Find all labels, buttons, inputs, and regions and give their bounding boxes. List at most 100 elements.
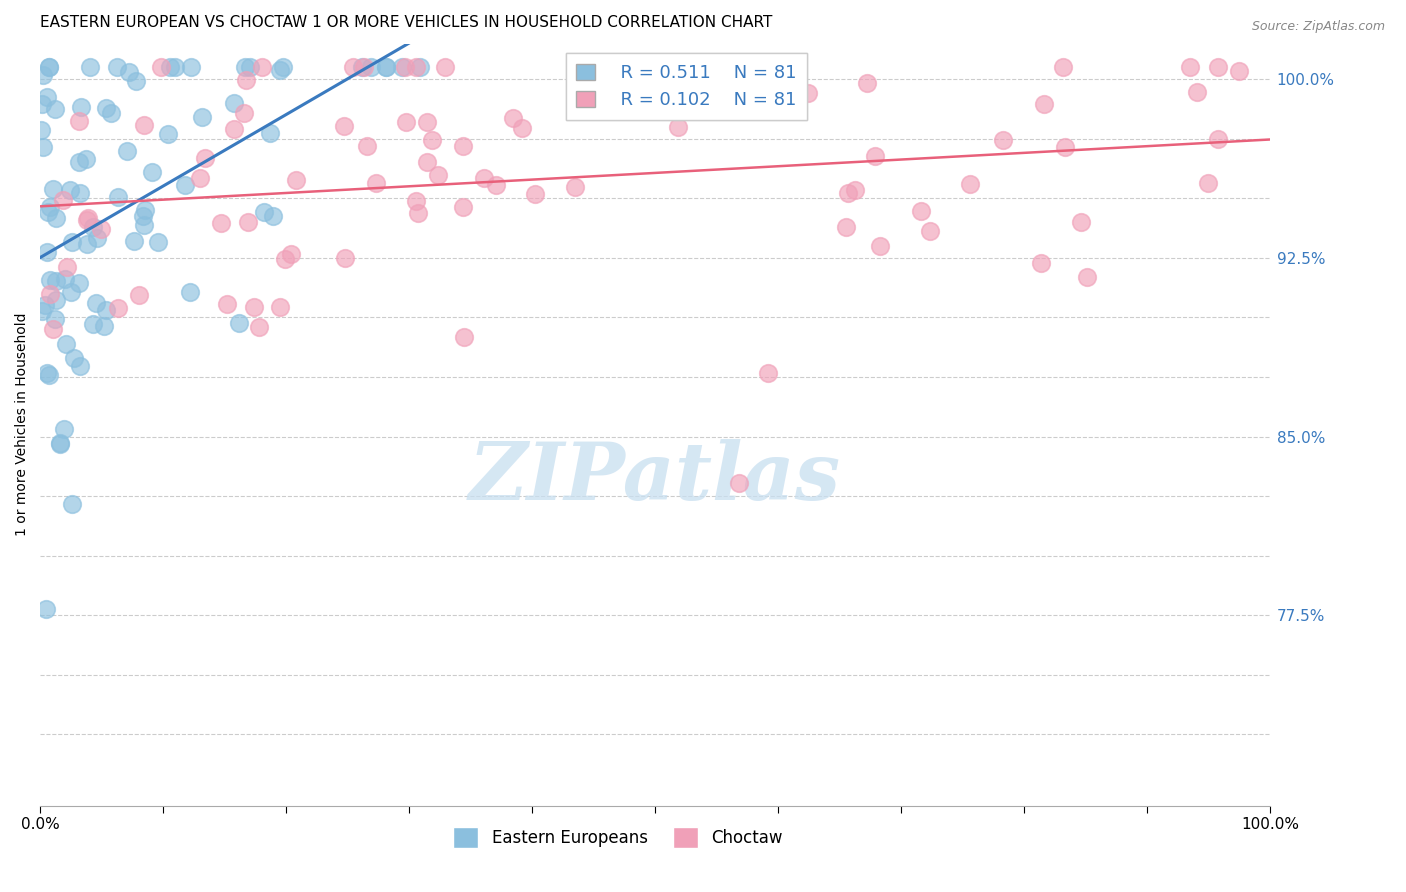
Point xyxy=(42,322,65,336)
Point xyxy=(247,319,270,334)
Point xyxy=(242,300,264,314)
Point xyxy=(669,91,692,105)
Point xyxy=(96,302,118,317)
Point xyxy=(209,216,232,230)
Point xyxy=(45,293,67,308)
Text: Source: ZipAtlas.com: Source: ZipAtlas.com xyxy=(1251,20,1385,33)
Point xyxy=(60,285,83,299)
Point xyxy=(115,144,138,158)
Point xyxy=(453,329,475,343)
Point xyxy=(360,61,382,75)
Point xyxy=(141,164,163,178)
Point xyxy=(991,132,1014,146)
Point xyxy=(738,61,761,75)
Point xyxy=(856,76,879,90)
Point xyxy=(235,72,257,87)
Point xyxy=(32,68,55,82)
Point xyxy=(394,114,416,128)
Point xyxy=(128,288,150,302)
Text: ZIPatlas: ZIPatlas xyxy=(468,439,841,516)
Point xyxy=(273,61,295,75)
Point xyxy=(60,235,83,250)
Point xyxy=(45,275,67,289)
Point xyxy=(797,87,820,101)
Point xyxy=(134,218,156,232)
Point xyxy=(502,111,524,125)
Point xyxy=(76,213,98,227)
Point xyxy=(44,102,66,116)
Point xyxy=(159,61,181,75)
Point xyxy=(375,61,398,75)
Point xyxy=(333,119,356,133)
Point xyxy=(90,222,112,236)
Point xyxy=(42,182,65,196)
Point xyxy=(420,133,443,147)
Point xyxy=(44,312,66,326)
Point xyxy=(60,497,83,511)
Point xyxy=(105,61,128,75)
Point xyxy=(918,224,941,238)
Point xyxy=(118,65,141,79)
Point xyxy=(75,152,97,166)
Point xyxy=(69,100,91,114)
Point xyxy=(77,211,100,226)
Point xyxy=(191,110,214,124)
Point xyxy=(38,273,60,287)
Point xyxy=(84,296,107,310)
Point xyxy=(451,200,474,214)
Point xyxy=(416,155,439,169)
Point xyxy=(188,170,211,185)
Point xyxy=(76,237,98,252)
Point xyxy=(163,61,186,75)
Point xyxy=(67,114,90,128)
Point xyxy=(31,304,53,318)
Point xyxy=(148,235,170,249)
Point xyxy=(910,204,932,219)
Point xyxy=(52,194,75,208)
Point xyxy=(55,336,77,351)
Point xyxy=(132,209,155,223)
Point xyxy=(352,61,374,75)
Point xyxy=(409,61,432,75)
Point xyxy=(107,190,129,204)
Point xyxy=(45,211,67,226)
Point xyxy=(426,168,449,182)
Point xyxy=(280,246,302,260)
Point xyxy=(524,187,547,202)
Point xyxy=(1185,86,1208,100)
Point xyxy=(194,151,217,165)
Point xyxy=(837,186,859,200)
Point xyxy=(222,96,245,111)
Point xyxy=(1076,270,1098,285)
Point xyxy=(35,245,58,260)
Point xyxy=(228,316,250,330)
Point xyxy=(1033,97,1056,112)
Point xyxy=(157,127,180,141)
Point xyxy=(250,61,273,75)
Point xyxy=(262,209,284,223)
Point xyxy=(1206,61,1229,75)
Point xyxy=(269,300,291,314)
Point xyxy=(406,206,429,220)
Point xyxy=(53,271,76,285)
Point xyxy=(224,121,246,136)
Point xyxy=(93,319,115,334)
Point xyxy=(37,90,59,104)
Point xyxy=(58,183,80,197)
Point xyxy=(134,203,156,218)
Point xyxy=(79,61,101,75)
Point xyxy=(69,359,91,374)
Point xyxy=(756,366,779,380)
Point xyxy=(451,138,474,153)
Point xyxy=(512,120,534,135)
Point xyxy=(174,178,197,192)
Point xyxy=(217,297,239,311)
Point xyxy=(63,351,86,365)
Point xyxy=(485,178,508,192)
Point xyxy=(259,127,281,141)
Y-axis label: 1 or more Vehicles in Household: 1 or more Vehicles in Household xyxy=(15,313,30,536)
Text: EASTERN EUROPEAN VS CHOCTAW 1 OR MORE VEHICLES IN HOUSEHOLD CORRELATION CHART: EASTERN EUROPEAN VS CHOCTAW 1 OR MORE VE… xyxy=(41,15,772,30)
Point xyxy=(844,183,866,197)
Point xyxy=(233,61,256,75)
Point xyxy=(132,119,155,133)
